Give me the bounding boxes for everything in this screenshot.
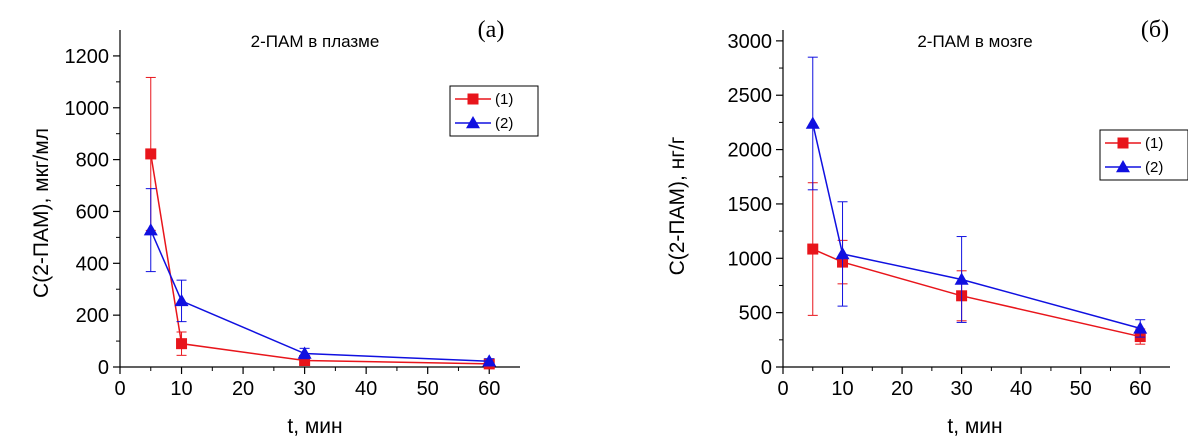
y-tick-label: 600: [76, 201, 109, 223]
x-axis-label: t, мин: [947, 415, 1002, 438]
series-2: [805, 56, 1148, 338]
y-tick-label: 1500: [728, 194, 773, 216]
x-tick-label: 10: [170, 378, 192, 400]
legend-item: (1): [1105, 135, 1163, 152]
y-axis-label: C(2-ПАМ), мкг/мл: [30, 128, 53, 298]
y-axis-label: C(2-ПАМ), нг/г: [666, 136, 689, 275]
y-tick-label: 2500: [728, 85, 773, 107]
y-tick-label: 0: [98, 357, 109, 379]
legend-label: (2): [1145, 159, 1163, 176]
x-tick-label: 20: [891, 378, 913, 400]
x-tick-label: 60: [478, 378, 500, 400]
y-tick-label: 2000: [728, 140, 773, 162]
y-tick-label: 0: [761, 357, 772, 379]
legend-box: [449, 85, 539, 137]
y-tick-label: 1200: [65, 46, 110, 68]
legend-label: (1): [1145, 135, 1163, 152]
y-tick-label: 200: [76, 305, 109, 327]
legend: (1)(2): [1099, 129, 1188, 181]
y-tick-label: 400: [76, 253, 109, 275]
data-point: [297, 346, 312, 359]
legend-marker: [1117, 137, 1129, 149]
x-tick-label: 20: [232, 378, 254, 400]
legend-label: (1): [495, 91, 513, 108]
chart-plasma: 2-ПАМ в плазме (а) t, мин C(2-ПАМ), мкг/…: [30, 17, 539, 438]
data-point: [1133, 321, 1148, 334]
series-line: [812, 123, 1141, 330]
series-line: [812, 248, 1141, 338]
panel-label: (б): [1141, 17, 1169, 43]
y-tick-label: 800: [76, 150, 109, 172]
data-point: [145, 148, 157, 160]
data-point: [807, 243, 819, 255]
x-tick-label: 0: [114, 378, 125, 400]
data-point: [805, 116, 820, 129]
series-2: [143, 188, 497, 367]
x-tick-label: 50: [1070, 378, 1092, 400]
data-point: [299, 355, 311, 367]
data-point: [954, 272, 969, 285]
legend-marker: [467, 93, 479, 105]
series-line: [150, 229, 490, 363]
legend-box: [1099, 129, 1188, 181]
y-tick-label: 3000: [728, 31, 773, 53]
legend-item: (2): [455, 115, 513, 132]
series-line: [150, 153, 490, 365]
y-tick-label: 1000: [65, 98, 110, 120]
y-tick-label: 1000: [728, 248, 773, 270]
x-tick-label: 0: [777, 378, 788, 400]
panel-label: (а): [478, 17, 505, 43]
x-tick-label: 30: [293, 378, 315, 400]
legend-label: (2): [495, 115, 513, 132]
x-tick-label: 30: [950, 378, 972, 400]
data-point: [482, 354, 497, 367]
x-tick-label: 60: [1129, 378, 1151, 400]
legend-item: (2): [1105, 159, 1163, 176]
data-point: [174, 293, 189, 307]
legend: (1)(2): [449, 85, 539, 137]
x-axis-label: t, мин: [287, 415, 342, 438]
x-tick-label: 10: [831, 378, 853, 400]
data-point: [835, 246, 850, 260]
legend-marker: [466, 116, 480, 129]
series-1: [145, 76, 495, 370]
legend-item: (1): [455, 91, 513, 108]
data-point: [143, 223, 158, 236]
chart-title: 2-ПАМ в мозге: [917, 32, 1032, 51]
x-tick-label: 40: [355, 378, 377, 400]
x-tick-label: 50: [417, 378, 439, 400]
y-tick-label: 500: [739, 303, 772, 325]
x-tick-label: 40: [1010, 378, 1032, 400]
chart-title: 2-ПАМ в плазме: [251, 32, 380, 51]
legend-marker: [1116, 160, 1130, 173]
series-1: [807, 182, 1146, 345]
chart-brain: 2-ПАМ в мозге (б) t, мин C(2-ПАМ), нг/г …: [666, 17, 1188, 438]
data-point: [176, 338, 188, 350]
